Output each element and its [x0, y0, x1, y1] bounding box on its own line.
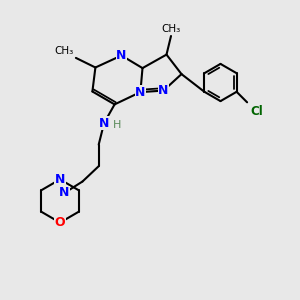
Text: CH₃: CH₃	[161, 24, 181, 34]
Text: N: N	[99, 116, 109, 130]
Text: N: N	[55, 173, 65, 186]
Text: O: O	[55, 216, 65, 229]
Text: CH₃: CH₃	[54, 46, 74, 56]
Text: N: N	[59, 186, 70, 200]
Text: N: N	[135, 85, 146, 99]
Text: H: H	[112, 119, 121, 130]
Text: Cl: Cl	[251, 105, 263, 118]
Text: N: N	[116, 49, 127, 62]
Text: N: N	[158, 84, 169, 97]
